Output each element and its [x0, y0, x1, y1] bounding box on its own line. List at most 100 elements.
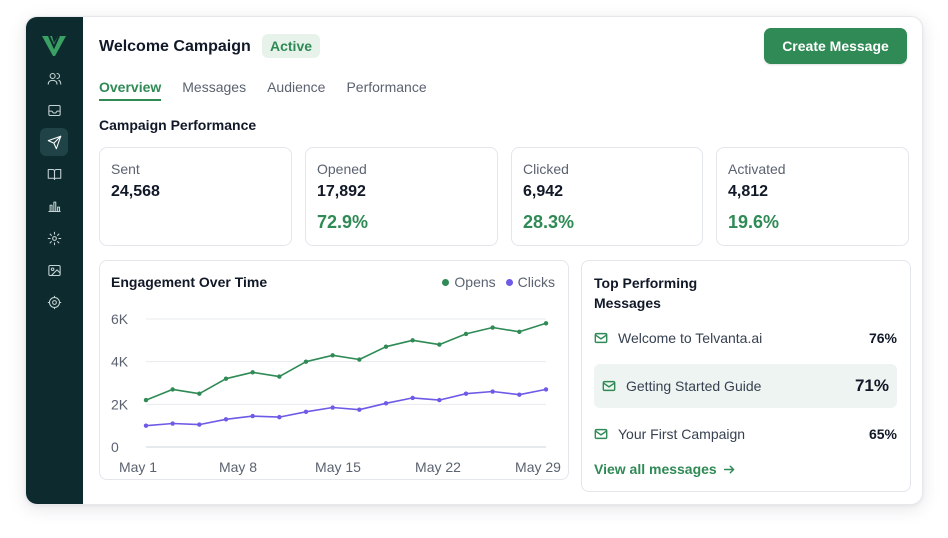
message-row[interactable]: Your First Campaign 65%	[594, 412, 897, 456]
stat-card-activated: Activated 4,812 19.6%	[716, 147, 909, 246]
create-message-button[interactable]: Create Message	[764, 28, 907, 64]
legend-dot	[442, 278, 450, 286]
tab-overview[interactable]: Overview	[99, 79, 162, 101]
tab-messages[interactable]: Messages	[182, 79, 247, 95]
message-row[interactable]: Welcome to Telvanta.ai 76%	[594, 316, 897, 360]
nav-users-icon[interactable]	[40, 64, 68, 92]
data-point-clicks	[223, 417, 229, 422]
data-point-opens	[490, 325, 495, 330]
data-point-clicks	[170, 421, 175, 426]
legend-label: Opens	[454, 274, 496, 290]
data-point-clicks	[463, 391, 469, 396]
x-tick-label: May 22	[415, 459, 461, 475]
sidebar	[26, 17, 83, 504]
arrow-right-icon	[723, 465, 735, 473]
nav-settings-cog-icon[interactable]	[40, 224, 68, 252]
message-name: Your First Campaign	[618, 426, 746, 442]
data-point-opens	[197, 391, 202, 396]
legend-clicks: Clicks	[505, 274, 555, 290]
data-point-opens	[410, 338, 415, 343]
nav-gear-icon[interactable]	[40, 288, 68, 316]
stat-value: 6,942	[523, 183, 564, 200]
data-point-opens	[357, 357, 362, 362]
stat-label: Clicked	[523, 161, 569, 177]
x-tick-label: May 15	[315, 459, 361, 475]
data-point-opens	[303, 359, 309, 364]
tab-performance[interactable]: Performance	[346, 79, 427, 95]
page-title: Welcome Campaign	[99, 38, 251, 55]
series-line-clicks	[145, 388, 547, 427]
stat-card-clicked: Clicked 6,942 28.3%	[511, 147, 703, 246]
data-point-opens	[223, 376, 229, 381]
data-point-opens	[543, 321, 549, 326]
legend-label: Clicks	[517, 274, 555, 290]
view-all-messages-link[interactable]: View all messages	[594, 461, 736, 477]
stat-percent: 72.9%	[317, 212, 369, 232]
nav-inbox-icon[interactable]	[40, 96, 68, 124]
data-point-opens	[463, 331, 469, 337]
data-point-clicks	[330, 405, 335, 410]
data-point-clicks	[383, 401, 389, 406]
tab-bar: Overview Messages Audience Performance	[99, 79, 427, 101]
tab-audience[interactable]: Audience	[267, 79, 326, 95]
mail-icon	[602, 379, 616, 393]
top-messages-card: Top Performing Messages Welcome to Telva…	[581, 260, 911, 492]
data-point-opens	[277, 374, 282, 379]
y-tick-label: 6K	[111, 311, 129, 327]
x-tick-label: May 8	[219, 459, 257, 475]
data-point-clicks	[277, 414, 282, 420]
nav-book-icon[interactable]	[40, 160, 68, 188]
status-badge: Active	[262, 34, 321, 58]
data-point-clicks	[410, 395, 415, 401]
data-point-opens	[143, 397, 149, 403]
message-name: Welcome to Telvanta.ai	[618, 330, 763, 346]
nav-send-icon[interactable]	[40, 128, 68, 156]
stat-percent: 28.3%	[523, 212, 575, 232]
stat-label: Opened	[317, 161, 367, 177]
engagement-chart: 0 2K 4K 6K May 1 May 8 May 15 May 22 May 29	[111, 311, 561, 475]
view-all-label: View all messages	[594, 461, 717, 477]
data-point-clicks	[143, 423, 149, 428]
stat-label: Sent	[111, 161, 140, 177]
y-tick-label: 4K	[111, 354, 129, 370]
message-percent: 65%	[868, 426, 897, 442]
data-point-clicks	[517, 392, 522, 397]
data-point-opens	[517, 329, 522, 334]
logo-icon	[42, 35, 66, 56]
message-name: Getting Started Guide	[626, 378, 762, 394]
data-point-clicks	[437, 397, 442, 403]
data-point-clicks	[543, 387, 549, 392]
data-point-clicks	[357, 407, 362, 412]
mail-icon	[594, 427, 608, 441]
series-line-opens	[145, 322, 547, 401]
mail-icon	[594, 331, 608, 345]
message-percent: 71%	[854, 376, 889, 395]
legend-opens: Opens	[442, 274, 496, 290]
main-content: Welcome Campaign Active Create Message O…	[83, 17, 922, 504]
chart-legend: Opens Clicks	[442, 274, 555, 290]
app-window: Welcome Campaign Active Create Message O…	[25, 16, 923, 505]
nav-bar-chart-icon[interactable]	[40, 192, 68, 220]
data-point-clicks	[490, 389, 495, 394]
stat-value: 4,812	[728, 183, 769, 200]
x-tick-label: May 29	[515, 459, 561, 475]
data-point-opens	[250, 370, 255, 375]
section-title: Campaign Performance	[99, 117, 257, 133]
data-point-opens	[437, 342, 442, 347]
y-tick-label: 0	[111, 439, 119, 455]
data-point-clicks	[250, 413, 255, 419]
y-tick-label: 2K	[111, 396, 129, 412]
chart-title: Engagement Over Time	[111, 274, 268, 290]
nav-image-icon[interactable]	[40, 256, 68, 284]
stat-card-sent: Sent 24,568	[99, 147, 292, 246]
message-row-highlighted[interactable]: Getting Started Guide 71%	[594, 364, 897, 408]
data-point-opens	[330, 353, 335, 358]
data-point-opens	[170, 387, 175, 392]
data-point-opens	[383, 344, 389, 349]
x-tick-label: May 1	[119, 459, 157, 475]
top-messages-title: Top Performing Messages	[594, 275, 698, 311]
data-point-clicks	[303, 409, 309, 414]
message-percent: 76%	[868, 330, 897, 346]
engagement-chart-card: 0 2K 4K 6K May 1 May 8 May 15 May 22 May 29 Enga…	[99, 260, 569, 480]
data-point-clicks	[197, 422, 202, 427]
